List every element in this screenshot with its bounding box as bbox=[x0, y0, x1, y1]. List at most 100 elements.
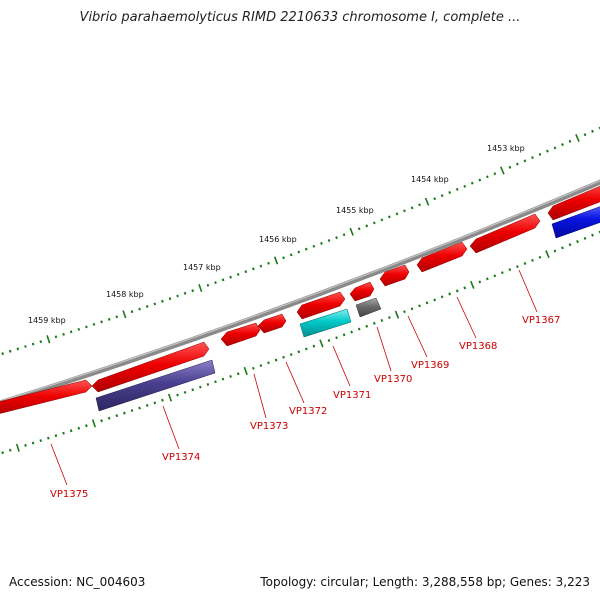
gene-vp1367[interactable] bbox=[551, 203, 600, 239]
accession-text: Accession: NC_004603 bbox=[9, 575, 146, 589]
minor-tick bbox=[8, 448, 12, 452]
minor-tick bbox=[561, 246, 564, 250]
minor-tick bbox=[500, 271, 504, 275]
callout-vp1374 bbox=[162, 405, 180, 450]
minor-tick bbox=[77, 426, 81, 430]
minor-tick bbox=[54, 434, 58, 438]
minor-tick bbox=[440, 295, 444, 299]
gene-label-vp1373[interactable]: VP1373 bbox=[250, 421, 288, 432]
minor-tick bbox=[515, 265, 519, 269]
minor-tick bbox=[69, 330, 73, 334]
minor-tick bbox=[591, 233, 594, 237]
gene-vp1368[interactable] bbox=[416, 241, 468, 273]
scale-label-1453: 1453 kbp bbox=[487, 144, 525, 153]
gene-label-vp1372[interactable]: VP1372 bbox=[289, 406, 327, 417]
minor-tick bbox=[69, 429, 73, 433]
gene-label-vp1368[interactable]: VP1368 bbox=[459, 341, 497, 352]
callout-lines bbox=[50, 269, 538, 486]
minor-tick bbox=[282, 256, 285, 260]
major-tick bbox=[424, 197, 430, 206]
inner-scale-ticks bbox=[1, 230, 600, 455]
minor-tick bbox=[327, 339, 331, 342]
minor-tick bbox=[62, 431, 65, 435]
minor-tick bbox=[448, 292, 452, 296]
gene-vp1371-forward[interactable] bbox=[296, 291, 346, 320]
gene-vp1370[interactable] bbox=[355, 297, 382, 318]
scale-label-1455: 1455 kbp bbox=[336, 206, 374, 215]
minor-tick bbox=[485, 175, 489, 179]
major-tick bbox=[500, 166, 505, 175]
minor-tick bbox=[576, 240, 579, 244]
minor-tick bbox=[357, 327, 361, 331]
minor-tick bbox=[229, 374, 232, 378]
gene-label-vp1374[interactable]: VP1374 bbox=[162, 452, 200, 463]
minor-tick bbox=[380, 318, 384, 322]
minor-tick bbox=[145, 305, 149, 308]
gene-vp1371[interactable] bbox=[299, 308, 352, 338]
gene-vp1375[interactable] bbox=[0, 379, 93, 416]
gene-vp1374-forward[interactable] bbox=[91, 341, 210, 393]
callout-vp1369 bbox=[407, 315, 428, 358]
callout-vp1375 bbox=[50, 443, 68, 486]
minor-tick bbox=[531, 258, 534, 262]
scale-label-1454: 1454 kbp bbox=[411, 175, 449, 184]
scale-label-1459: 1459 kbp bbox=[28, 316, 66, 325]
major-tick bbox=[15, 443, 20, 452]
gene-vp1372[interactable] bbox=[257, 313, 287, 334]
minor-tick bbox=[297, 350, 301, 354]
minor-tick bbox=[297, 250, 301, 254]
minor-tick bbox=[508, 165, 512, 169]
minor-tick bbox=[77, 327, 81, 331]
scale-label-1458: 1458 kbp bbox=[106, 290, 144, 299]
gene-label-vp1370[interactable]: VP1370 bbox=[374, 374, 412, 385]
minor-tick bbox=[568, 243, 572, 247]
minor-tick bbox=[433, 298, 437, 302]
minor-tick bbox=[523, 159, 527, 163]
gene-label-vp1371[interactable]: VP1371 bbox=[333, 390, 371, 401]
minor-tick bbox=[259, 264, 263, 268]
callout-vp1368 bbox=[456, 296, 477, 339]
minor-tick bbox=[107, 317, 111, 321]
callout-vp1373 bbox=[253, 373, 267, 419]
minor-tick bbox=[214, 380, 217, 384]
gene-vp1367-forward-b[interactable] bbox=[547, 182, 600, 221]
minor-tick bbox=[31, 342, 35, 346]
minor-tick bbox=[403, 310, 406, 314]
minor-tick bbox=[538, 255, 542, 259]
minor-tick bbox=[312, 344, 316, 348]
minor-tick bbox=[39, 439, 43, 442]
minor-tick bbox=[221, 377, 225, 381]
minor-tick bbox=[130, 310, 134, 314]
minor-tick bbox=[267, 361, 270, 365]
minor-tick bbox=[107, 416, 111, 420]
gene-label-vp1367[interactable]: VP1367 bbox=[522, 315, 560, 326]
major-tick bbox=[91, 419, 96, 428]
gene-vp1374[interactable] bbox=[95, 359, 216, 412]
minor-tick bbox=[335, 336, 338, 340]
gene-vp1369[interactable] bbox=[379, 264, 410, 287]
minor-tick bbox=[138, 307, 141, 311]
minor-tick bbox=[282, 355, 285, 359]
minor-tick bbox=[16, 347, 20, 351]
minor-tick bbox=[583, 133, 587, 137]
minor-tick bbox=[372, 321, 376, 325]
callout-vp1370 bbox=[376, 326, 392, 372]
minor-tick bbox=[485, 277, 489, 281]
gene-vp1373[interactable] bbox=[220, 322, 261, 347]
callout-vp1367 bbox=[518, 269, 538, 313]
gene-label-vp1369[interactable]: VP1369 bbox=[411, 360, 449, 371]
gene-vp1367-forward-a[interactable] bbox=[469, 213, 541, 254]
minor-tick bbox=[320, 241, 323, 245]
gene-label-vp1375[interactable]: VP1375 bbox=[50, 489, 88, 500]
minor-tick bbox=[418, 203, 421, 207]
minor-tick bbox=[214, 281, 217, 285]
minor-tick bbox=[24, 345, 27, 348]
major-tick bbox=[545, 250, 550, 259]
minor-tick bbox=[403, 209, 406, 213]
gene-vp1370-forward[interactable] bbox=[349, 281, 375, 302]
reverse-genes bbox=[95, 203, 600, 412]
minor-tick bbox=[54, 335, 58, 339]
minor-tick bbox=[176, 294, 179, 298]
minor-tick bbox=[455, 289, 459, 293]
